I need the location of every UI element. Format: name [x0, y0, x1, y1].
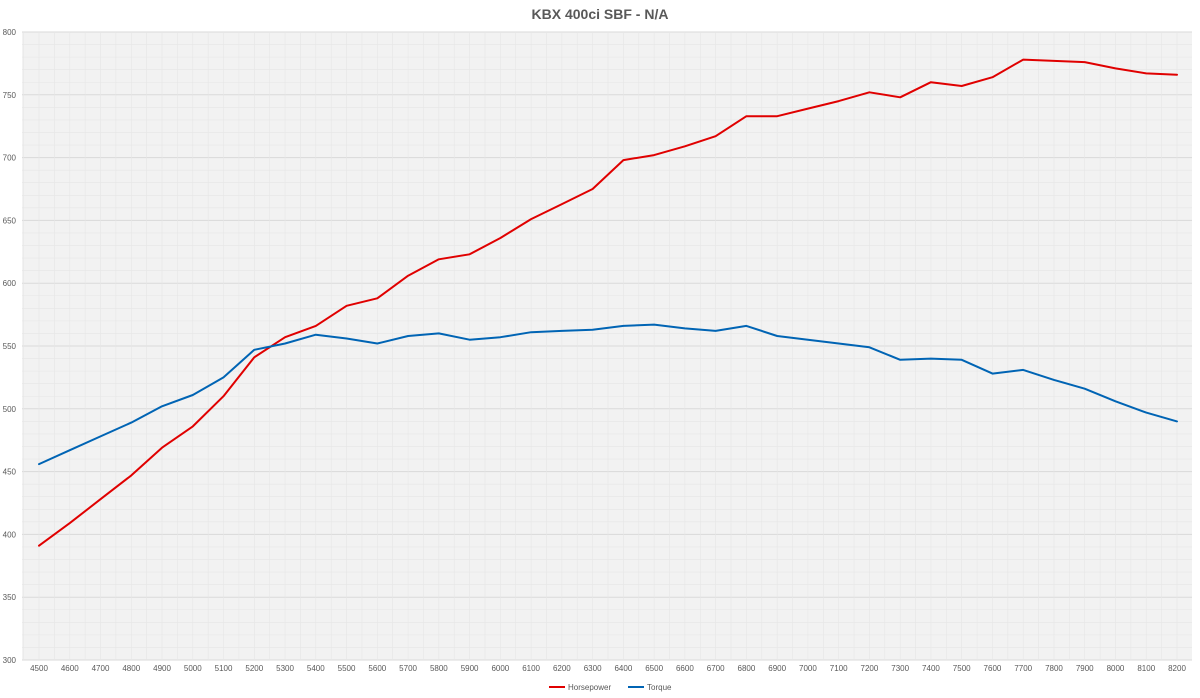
x-tick-label: 6200 [553, 664, 571, 673]
series-group [38, 58, 1178, 547]
grid [22, 31, 1192, 661]
x-tick-label: 8200 [1168, 664, 1186, 673]
y-tick-label: 750 [3, 91, 17, 100]
x-tick-label: 4500 [30, 664, 48, 673]
x-tick-label: 7100 [830, 664, 848, 673]
y-tick-label: 800 [3, 28, 17, 37]
x-tick-label: 8100 [1137, 664, 1155, 673]
x-tick-label: 5700 [399, 664, 417, 673]
x-tick-label: 4900 [153, 664, 171, 673]
x-tick-label: 6400 [614, 664, 632, 673]
x-tick-label: 7600 [984, 664, 1002, 673]
x-tick-label: 6100 [522, 664, 540, 673]
x-tick-label: 6000 [491, 664, 509, 673]
x-tick-label: 7300 [891, 664, 909, 673]
y-tick-label: 650 [3, 216, 17, 225]
x-tick-label: 5200 [245, 664, 263, 673]
x-tick-label: 7900 [1076, 664, 1094, 673]
y-tick-label: 500 [3, 405, 17, 414]
x-tick-label: 7500 [953, 664, 971, 673]
x-tick-label: 5800 [430, 664, 448, 673]
x-tick-label: 5900 [461, 664, 479, 673]
x-tick-label: 7400 [922, 664, 940, 673]
y-tick-label: 350 [3, 593, 17, 602]
y-tick-label: 400 [3, 530, 17, 539]
x-tick-label: 5100 [215, 664, 233, 673]
x-tick-label: 8000 [1107, 664, 1125, 673]
x-tick-label: 5500 [338, 664, 356, 673]
series-line-torque [38, 323, 1178, 466]
y-tick-label: 600 [3, 279, 17, 288]
x-tick-label: 5400 [307, 664, 325, 673]
y-tick-label: 550 [3, 342, 17, 351]
x-tick-label: 6500 [645, 664, 663, 673]
x-tick-label: 6300 [584, 664, 602, 673]
x-tick-label: 7000 [799, 664, 817, 673]
legend-label-torque: Torque [647, 683, 672, 692]
x-tick-label: 6900 [768, 664, 786, 673]
legend-label-horsepower: Horsepower [568, 683, 611, 692]
y-tick-label: 300 [3, 656, 17, 665]
x-tick-label: 5600 [368, 664, 386, 673]
x-tick-label: 4800 [122, 664, 140, 673]
y-tick-label: 700 [3, 154, 17, 163]
legend: Horsepower Torque [549, 683, 672, 692]
chart-title: KBX 400ci SBF - N/A [532, 6, 669, 22]
y-axis: 300 350 400 450 500 550 600 650 700 750 800 [3, 28, 17, 665]
x-tick-label: 5000 [184, 664, 202, 673]
x-tick-label: 5300 [276, 664, 294, 673]
x-tick-label: 4600 [61, 664, 79, 673]
x-tick-label: 4700 [92, 664, 110, 673]
y-tick-label: 450 [3, 468, 17, 477]
x-tick-label: 7200 [861, 664, 879, 673]
x-tick-label: 7700 [1014, 664, 1032, 673]
x-tick-label: 6800 [738, 664, 756, 673]
x-tick-label: 6600 [676, 664, 694, 673]
x-tick-label: 7800 [1045, 664, 1063, 673]
x-axis: 4500 4600 4700 4800 4900 5000 5100 5200 5300 5400… [30, 664, 1186, 673]
series-line-horsepower [38, 58, 1178, 547]
x-tick-label: 6700 [707, 664, 725, 673]
